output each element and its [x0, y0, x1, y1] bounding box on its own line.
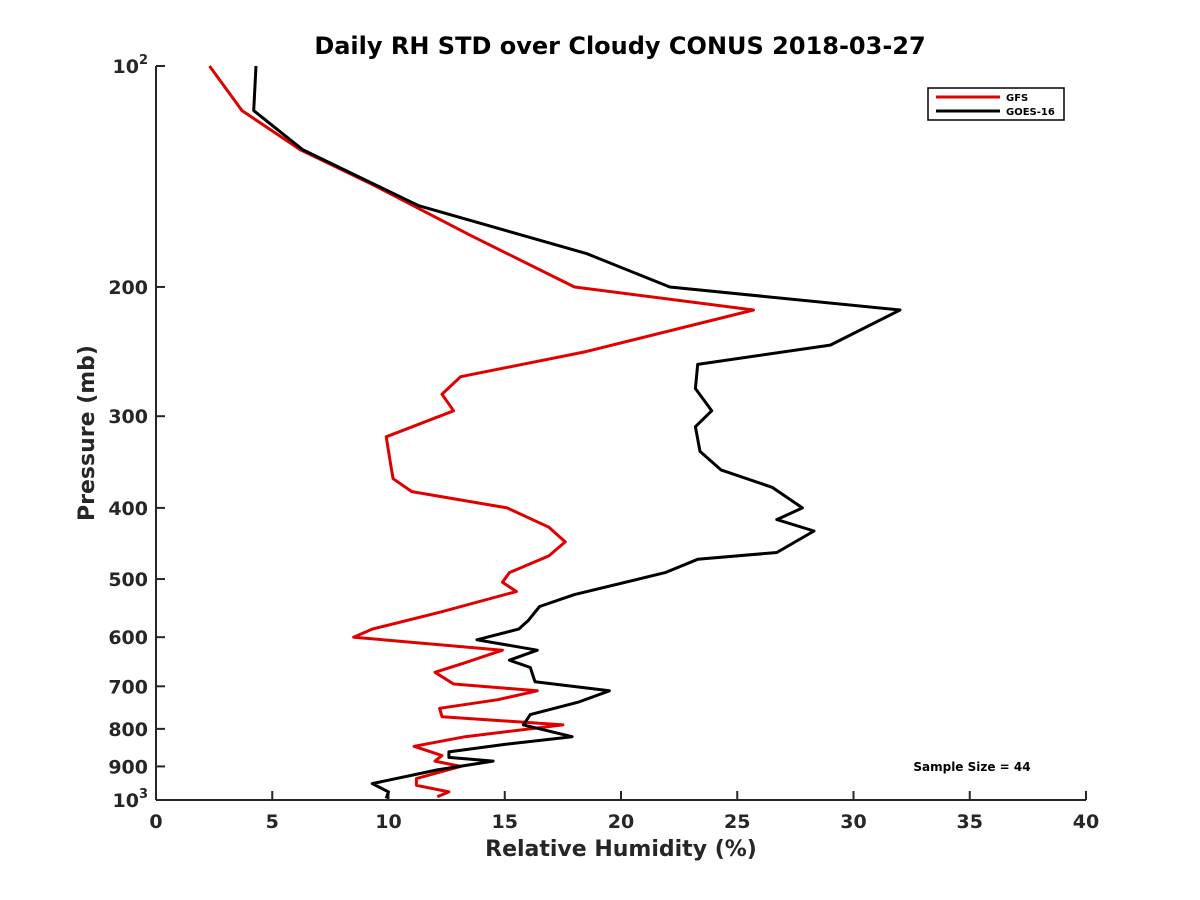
x-tick-label: 5	[266, 811, 279, 833]
x-tick-label: 35	[957, 811, 983, 833]
x-tick-label: 0	[149, 811, 162, 833]
x-tick-label: 20	[608, 811, 634, 833]
series-lines	[208, 65, 902, 799]
series-line-goes-16	[252, 65, 902, 799]
chart-title: Daily RH STD over Cloudy CONUS 2018-03-2…	[314, 32, 925, 60]
y-tick-label: 200	[108, 277, 148, 299]
legend-box	[927, 87, 1065, 121]
series-line-gfs	[208, 65, 755, 799]
y-tick-label: 900	[108, 756, 148, 778]
x-tick-label: 15	[492, 811, 518, 833]
y-axis-label: Pressure (mb)	[75, 345, 100, 521]
y-tick-label: 700	[108, 676, 148, 698]
y-tick-label: 800	[108, 719, 148, 741]
y-tick-label: 600	[108, 627, 148, 649]
y-ticks: 102 200 300 400 500 600 700 800 900 103	[108, 53, 165, 812]
y-tick-label: 102	[113, 53, 149, 78]
x-tick-label: 10	[375, 811, 401, 833]
y-tick-label: 500	[108, 569, 148, 591]
x-ticks: 0 5 10 15 20 25 30 35 40	[149, 791, 1099, 833]
legend: GFS GOES-16	[927, 87, 1065, 121]
x-tick-label: 25	[724, 811, 750, 833]
y-tick-label: 300	[108, 406, 148, 428]
legend-label-goes16: GOES-16	[1006, 107, 1055, 118]
x-axis-label: Relative Humidity (%)	[485, 837, 757, 862]
sample-size-annotation: Sample Size = 44	[913, 760, 1030, 774]
y-tick-label: 400	[108, 498, 148, 520]
y-tick-label: 103	[113, 787, 149, 812]
x-tick-label: 40	[1073, 811, 1099, 833]
legend-label-gfs: GFS	[1006, 93, 1028, 104]
x-tick-label: 30	[840, 811, 866, 833]
